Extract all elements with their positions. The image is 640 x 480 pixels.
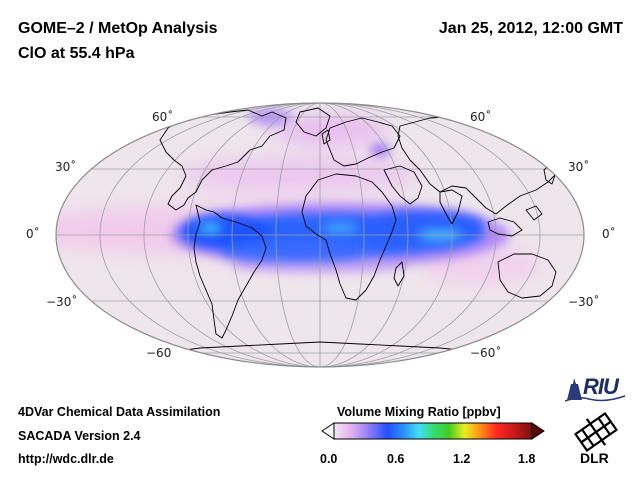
map-globe xyxy=(56,103,584,367)
colorbar-tick-1: 0.6 xyxy=(387,452,405,466)
lat-label-n60-right: 60˚ xyxy=(470,110,492,124)
lat-label-eq-left: 0˚ xyxy=(26,227,40,241)
colorbar-tick-2: 1.2 xyxy=(453,452,471,466)
riu-logo-text: RIU xyxy=(583,374,619,399)
lat-label-n30-left: 30˚ xyxy=(55,160,77,174)
lat-label-s60-left: −60 xyxy=(146,346,172,360)
title-line-1: GOME–2 / MetOp Analysis xyxy=(18,20,218,37)
footer-line-3[interactable]: http://wdc.dlr.de xyxy=(18,452,114,466)
lat-label-n60-left: 60˚ xyxy=(152,110,174,124)
lat-label-eq-right: 0˚ xyxy=(602,227,616,241)
footer-line-1: 4DVar Chemical Data Assimilation xyxy=(18,405,221,419)
riu-logo: RIU xyxy=(565,374,629,404)
dlr-logo: DLR xyxy=(566,412,626,468)
lat-label-s30-right: −30˚ xyxy=(568,295,600,309)
dlr-logo-text: DLR xyxy=(580,450,609,466)
lat-label-s60-right: −60˚ xyxy=(470,346,502,360)
colorbar xyxy=(320,421,546,443)
lat-label-s30-left: −30˚ xyxy=(46,295,78,309)
colorbar-title: Volume Mixing Ratio [ppbv] xyxy=(337,405,501,419)
colorbar-tick-3: 1.8 xyxy=(518,452,536,466)
lat-label-n30-right: 30˚ xyxy=(568,160,590,174)
datetime: Jan 25, 2012, 12:00 GMT xyxy=(438,20,623,37)
colorbar-tick-0: 0.0 xyxy=(320,452,338,466)
title-line-2: ClO at 55.4 hPa xyxy=(18,45,135,62)
footer-line-2: SACADA Version 2.4 xyxy=(18,429,141,443)
